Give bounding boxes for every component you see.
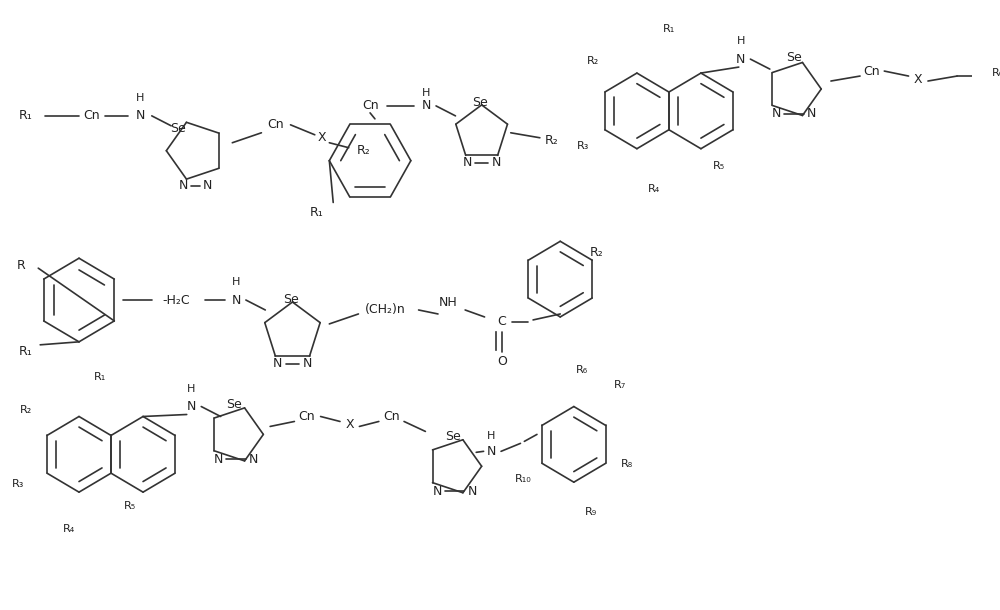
Text: H: H xyxy=(232,277,240,287)
Text: N: N xyxy=(135,109,145,123)
Text: N: N xyxy=(736,52,745,66)
Text: R₁: R₁ xyxy=(663,24,675,34)
Text: H: H xyxy=(422,88,431,98)
Text: N: N xyxy=(467,485,477,498)
Text: H: H xyxy=(187,384,196,393)
Text: H: H xyxy=(136,93,144,103)
Text: Cn: Cn xyxy=(383,410,400,423)
Text: N: N xyxy=(422,99,431,112)
Text: Cn: Cn xyxy=(83,109,100,123)
Text: R₂: R₂ xyxy=(356,144,370,157)
Text: N: N xyxy=(807,107,816,120)
Text: R₈: R₈ xyxy=(621,459,633,469)
Text: Se: Se xyxy=(445,430,460,443)
Text: Se: Se xyxy=(226,398,242,411)
Text: R₃: R₃ xyxy=(577,141,590,151)
Text: N: N xyxy=(492,156,501,169)
Text: R₄: R₄ xyxy=(648,184,660,193)
Text: N: N xyxy=(231,293,241,306)
Text: N: N xyxy=(179,179,188,192)
Text: O: O xyxy=(497,355,507,368)
Text: R₅: R₅ xyxy=(713,160,725,171)
Text: N: N xyxy=(432,485,442,498)
Text: N: N xyxy=(202,179,212,192)
Text: Se: Se xyxy=(170,123,186,135)
Text: X: X xyxy=(317,131,326,145)
Text: R₁: R₁ xyxy=(94,371,106,382)
Text: X: X xyxy=(914,73,923,85)
Text: R₂: R₂ xyxy=(590,246,604,259)
Text: R₂: R₂ xyxy=(545,134,558,147)
Text: Cn: Cn xyxy=(863,65,880,77)
Text: R₂: R₂ xyxy=(587,56,599,66)
Text: R₂: R₂ xyxy=(20,404,32,415)
Text: NH: NH xyxy=(438,295,457,309)
Text: Cn: Cn xyxy=(268,118,284,131)
Text: N: N xyxy=(302,357,312,370)
Text: N: N xyxy=(462,156,472,169)
Text: N: N xyxy=(187,400,196,413)
Text: N: N xyxy=(273,357,283,370)
Text: X: X xyxy=(345,418,354,431)
Text: R₁₀: R₁₀ xyxy=(515,474,532,484)
Text: N: N xyxy=(772,107,781,120)
Text: N: N xyxy=(214,453,223,466)
Text: N: N xyxy=(249,453,258,466)
Text: Se: Se xyxy=(472,96,488,109)
Text: N: N xyxy=(487,445,496,458)
Text: H: H xyxy=(737,36,745,46)
Text: Cn: Cn xyxy=(362,99,378,112)
Text: R₃: R₃ xyxy=(12,479,24,489)
Text: H: H xyxy=(487,431,496,442)
Text: R₄: R₄ xyxy=(63,524,75,534)
Text: R₁: R₁ xyxy=(19,345,33,358)
Text: C: C xyxy=(498,315,506,328)
Text: -H₂C: -H₂C xyxy=(162,293,190,306)
Text: R₉: R₉ xyxy=(585,507,597,517)
Text: Cn: Cn xyxy=(299,410,315,423)
Text: Se: Se xyxy=(786,51,802,63)
Text: R₅: R₅ xyxy=(124,501,136,511)
Text: R: R xyxy=(16,259,25,271)
Text: R₆: R₆ xyxy=(576,365,588,375)
Text: Se: Se xyxy=(283,293,298,306)
Text: R₁: R₁ xyxy=(310,206,324,219)
Text: R₇: R₇ xyxy=(614,379,627,390)
Text: (CH₂)n: (CH₂)n xyxy=(365,304,406,317)
Text: R₁: R₁ xyxy=(19,109,33,123)
Text: R₆: R₆ xyxy=(992,68,1000,78)
